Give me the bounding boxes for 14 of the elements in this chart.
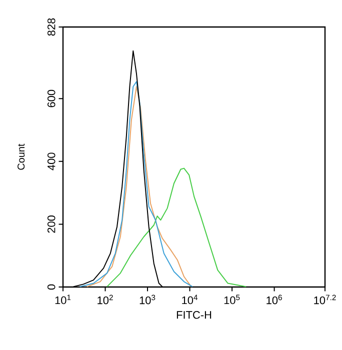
- x-tick-label: 10$^{1}$: [55, 294, 71, 304]
- x-tick-label: 10$^{7.2}$: [314, 294, 336, 304]
- x-tick-label: 10$^{5}$: [224, 294, 240, 304]
- x-tick-label: 10$^{2}$: [98, 294, 113, 304]
- y-tick-label: 600: [47, 90, 56, 108]
- y-tick-label: 200: [47, 215, 56, 233]
- x-tick-label: 10$^{6}$: [266, 294, 282, 304]
- y-tick-label: 400: [47, 152, 56, 170]
- y-axis-title: Count: [18, 144, 25, 170]
- y-tick-label: 828: [47, 18, 56, 36]
- y-tick-label: 0: [47, 284, 56, 290]
- x-axis-title: FITC-H: [176, 311, 212, 319]
- x-tick-label: 10$^{3}$: [140, 294, 156, 304]
- x-tick-label: 10$^{4}$: [182, 294, 198, 304]
